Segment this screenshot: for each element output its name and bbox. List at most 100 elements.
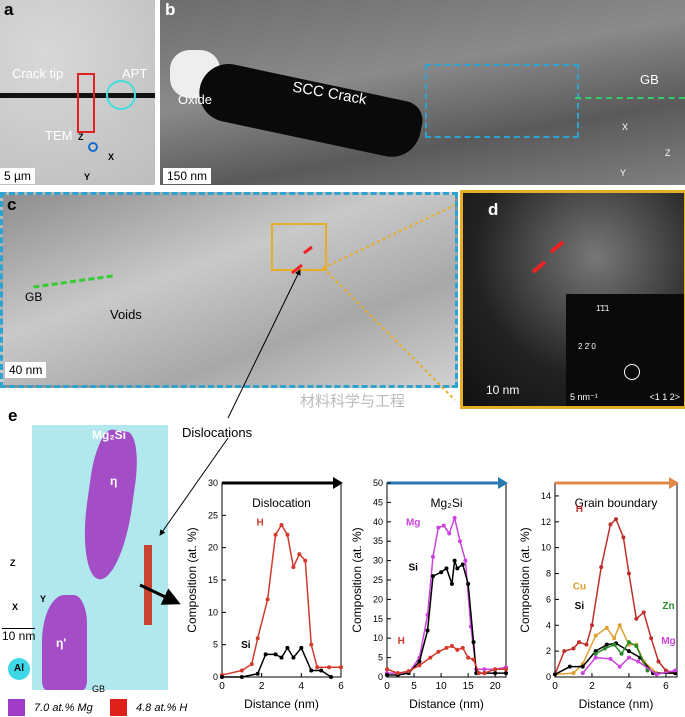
y-tick-label: 10 (208, 607, 218, 617)
data-point-si (444, 566, 449, 571)
x-tick-label: 6 (338, 681, 344, 692)
data-point-si (455, 566, 460, 571)
axis-y-label: Y (84, 172, 91, 182)
panel-a-sem-image (0, 0, 155, 185)
arrow-head (333, 477, 343, 489)
scale-bar-b: 150 nm (163, 168, 212, 184)
data-point-si (309, 668, 314, 673)
data-point-zn (612, 642, 617, 647)
data-point-mg (436, 525, 441, 530)
data-point-h (436, 649, 441, 654)
mg2si-label: Mg₂Si (92, 428, 126, 442)
hydrogen-cluster (144, 545, 152, 625)
diffraction-circle (624, 364, 640, 380)
data-point-h (656, 659, 661, 664)
data-point-h (455, 647, 460, 652)
apt-label: APT (122, 66, 148, 81)
dislocation-pointer-arrow (159, 437, 229, 536)
y-axis-label: Composition (at. %) (518, 527, 532, 632)
data-point-si (626, 649, 631, 654)
spot-111-label: 1̄1̄1 (596, 304, 610, 313)
data-point-si (273, 652, 278, 657)
dislocation-pointer-arrow-c (227, 269, 301, 419)
data-point-si (452, 558, 457, 563)
data-point-mg (452, 515, 457, 520)
arrow-head (669, 477, 679, 489)
voids-label: Voids (110, 307, 142, 322)
axis-origin-icon (88, 142, 98, 152)
data-point-si (425, 628, 430, 633)
y-tick-label: 2 (546, 646, 551, 656)
series-label-mg: Mg (406, 518, 420, 529)
y-tick-label: 25 (373, 575, 383, 585)
x-axis-label: Distance (nm) (244, 697, 319, 711)
scale-bar-a: 5 µm (0, 168, 35, 184)
legend-mg-label: 7.0 at.% Mg (34, 702, 93, 714)
zoom-connector (322, 204, 456, 401)
data-point-mg (458, 539, 463, 544)
series-label-zn: Zn (662, 601, 674, 612)
axis-z-label-b: Z (665, 148, 671, 158)
y-tick-label: 35 (373, 536, 383, 546)
x-tick-label: 4 (299, 681, 305, 692)
series-label-h: H (398, 636, 405, 647)
gb-label-c: GB (25, 290, 43, 304)
y-tick-label: 30 (373, 556, 383, 566)
data-point-h (577, 640, 582, 645)
axis-x-label-e: X (12, 602, 19, 612)
y-tick-label: 8 (546, 569, 551, 579)
data-point-h (504, 667, 508, 672)
axis-x-label: X (108, 152, 115, 162)
data-point-mg (617, 664, 622, 669)
data-point-h (599, 565, 604, 570)
data-point-h (641, 610, 646, 615)
data-point-h (476, 671, 481, 676)
axis-y-label-e: Y (40, 594, 47, 604)
data-point-mg (654, 672, 659, 677)
x-tick-label: 20 (490, 681, 502, 692)
tem-label: TEM (45, 128, 73, 143)
data-point-zn (626, 640, 631, 645)
data-point-cu (617, 623, 622, 628)
data-point-h (417, 663, 422, 668)
plot-frame (221, 482, 342, 678)
x-tick-label: 0 (219, 681, 225, 692)
axis-y-label-b: Y (620, 168, 627, 178)
scale-bar-d: 10 nm (486, 383, 520, 397)
data-point-si (449, 581, 454, 586)
data-point-si (239, 675, 244, 679)
y-tick-label: 20 (208, 543, 218, 553)
data-point-zn (619, 651, 624, 656)
data-point-zn (634, 643, 639, 648)
arrow-head (498, 477, 508, 489)
data-point-h (315, 665, 320, 670)
y-tick-label: 5 (378, 653, 383, 663)
data-point-h (621, 535, 626, 540)
x-tick-label: 0 (552, 681, 558, 692)
data-point-si (439, 570, 444, 575)
series-label-h: H (256, 518, 263, 529)
data-point-h (285, 532, 290, 537)
data-point-si (567, 664, 572, 669)
oxide-label: Oxide (178, 92, 212, 107)
data-point-h (303, 558, 308, 563)
data-point-si (263, 652, 268, 657)
data-point-h (291, 565, 296, 570)
data-point-si (466, 581, 471, 586)
panel-c-label: c (7, 195, 17, 214)
y-tick-label: 0 (213, 672, 218, 682)
data-point-si (430, 574, 435, 579)
legend-h-swatch (110, 699, 127, 716)
data-point-h (406, 669, 411, 674)
data-point-si (291, 655, 296, 660)
chart-title: Grain boundary (575, 496, 658, 510)
data-point-h (297, 552, 302, 557)
scale-bar-e: 10 nm (2, 628, 36, 643)
series-label-si: Si (575, 601, 585, 612)
data-point-h (273, 532, 278, 537)
data-point-si (471, 640, 476, 645)
panel-a-label: a (4, 0, 14, 19)
data-point-mg (593, 655, 598, 660)
dislocations-annotation: Dislocations (182, 425, 253, 440)
